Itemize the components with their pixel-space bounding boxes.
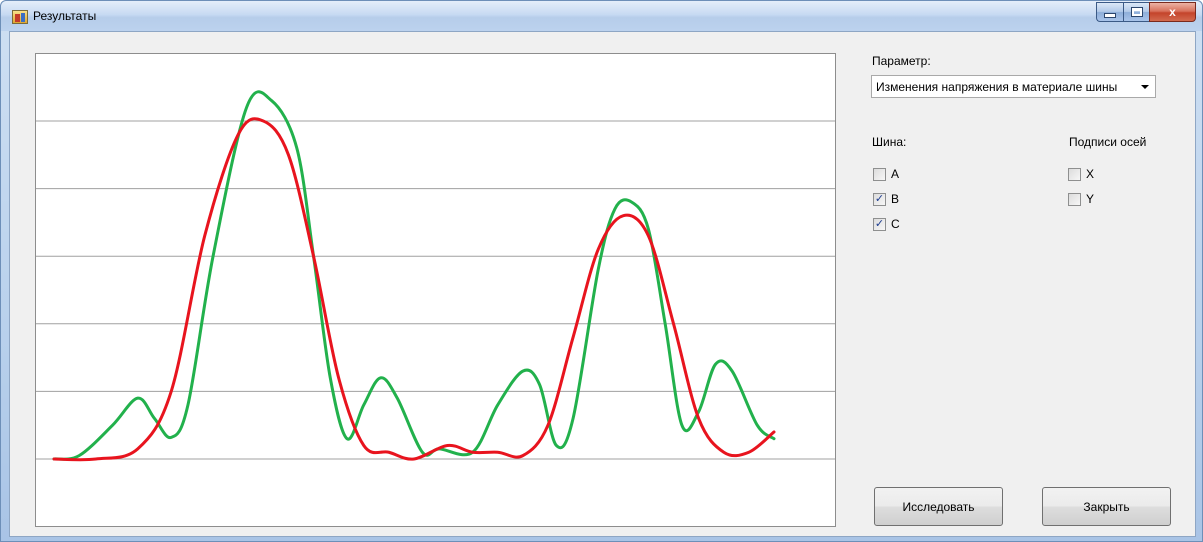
axis-checkbox-y[interactable]: Y (1068, 192, 1094, 206)
axis-checkbox-x[interactable]: X (1068, 167, 1094, 181)
minimize-button[interactable] (1096, 2, 1123, 22)
bus-checkbox-c[interactable]: ✓ C (873, 217, 900, 231)
app-icon (12, 10, 28, 24)
checkbox-box[interactable]: ✓ (873, 217, 886, 231)
check-mark-icon: ✓ (874, 192, 885, 205)
bus-checkbox-b[interactable]: ✓ B (873, 192, 899, 206)
checkbox-label: C (891, 217, 900, 231)
chevron-down-icon (1141, 85, 1149, 89)
check-mark-icon: ✓ (874, 217, 885, 230)
series-line-green (52, 90, 776, 461)
line-chart (36, 90, 835, 462)
axis-labels-label: Подписи осей (1069, 135, 1147, 149)
close-icon: x (1169, 5, 1176, 19)
maximize-icon (1131, 8, 1142, 16)
chart-panel (35, 53, 836, 527)
close-window-button[interactable]: x (1149, 2, 1196, 22)
close-button[interactable]: Закрыть (1042, 487, 1171, 526)
checkbox-label: B (891, 192, 900, 206)
checkbox-box[interactable] (1068, 167, 1081, 181)
client-area: Параметр: Изменения напряжения в материа… (9, 31, 1196, 537)
checkbox-box[interactable] (873, 167, 886, 181)
checkbox-label: Y (1086, 192, 1095, 206)
minimize-icon (1105, 13, 1115, 17)
checkbox-box[interactable]: ✓ (873, 192, 886, 206)
window-controls: x (1096, 2, 1196, 23)
bus-checkbox-a[interactable]: A (873, 167, 899, 181)
parameter-dropdown[interactable]: Изменения напряжения в материале шины (871, 75, 1156, 98)
window-title: Результаты (33, 9, 97, 23)
title-bar[interactable]: Результаты x (1, 1, 1202, 31)
checkbox-label: X (1086, 167, 1095, 181)
investigate-button[interactable]: Исследовать (874, 487, 1003, 526)
series-line-red (52, 117, 776, 462)
parameter-label: Параметр: (872, 54, 931, 68)
checkbox-label: A (891, 167, 900, 181)
bus-label: Шина: (872, 135, 907, 149)
maximize-button[interactable] (1123, 2, 1149, 22)
checkbox-box[interactable] (1068, 192, 1081, 206)
parameter-dropdown-value: Изменения напряжения в материале шины (876, 80, 1118, 94)
